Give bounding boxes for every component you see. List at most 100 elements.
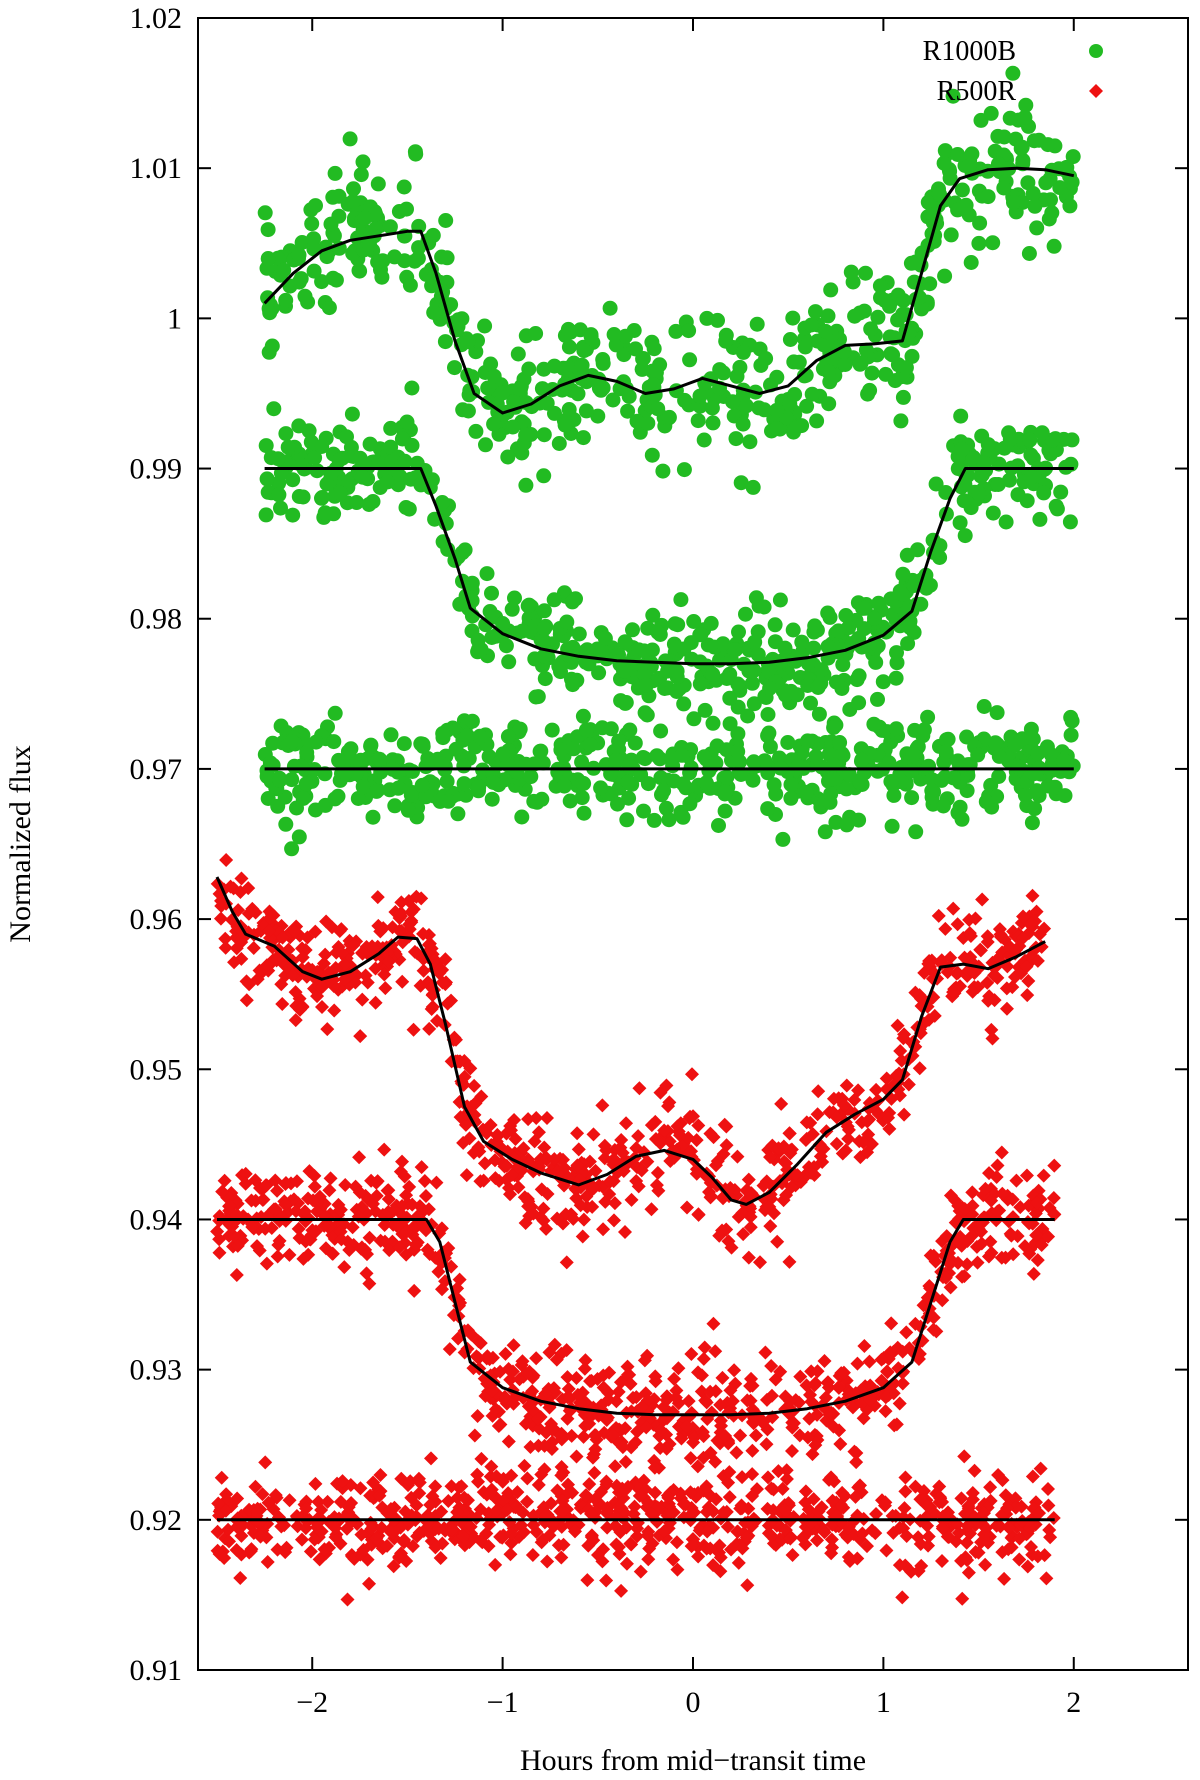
- data-point: [258, 438, 274, 454]
- data-point: [514, 623, 530, 639]
- data-points-layer: [210, 65, 1081, 1607]
- data-point: [509, 764, 525, 780]
- data-point: [910, 542, 926, 558]
- data-point: [777, 640, 793, 656]
- data-point: [398, 500, 414, 515]
- data-point: [691, 1118, 706, 1133]
- data-point: [291, 247, 307, 263]
- data-point: [839, 1078, 854, 1093]
- data-point: [417, 1174, 432, 1189]
- data-point: [868, 1526, 883, 1541]
- data-point: [597, 1151, 612, 1166]
- data-point: [922, 276, 938, 292]
- data-point: [850, 1356, 865, 1371]
- data-point: [681, 1130, 696, 1145]
- data-point: [428, 1540, 443, 1555]
- data-point: [858, 342, 874, 358]
- data-point: [338, 1177, 353, 1192]
- data-point: [976, 699, 992, 714]
- data-point: [503, 1187, 518, 1202]
- data-point: [478, 617, 494, 633]
- data-point: [624, 1192, 639, 1207]
- data-point: [661, 812, 677, 828]
- data-point: [960, 1518, 975, 1533]
- data-point: [285, 472, 301, 488]
- data-point: [885, 347, 901, 363]
- data-point: [317, 1218, 332, 1233]
- data-point: [486, 416, 502, 432]
- data-point: [595, 1098, 610, 1113]
- data-point: [862, 1095, 877, 1110]
- data-point: [353, 1481, 368, 1496]
- data-point: [1022, 432, 1038, 448]
- data-point: [728, 431, 744, 447]
- data-point: [935, 1495, 950, 1510]
- data-point: [547, 1337, 562, 1352]
- data-point: [805, 1127, 820, 1142]
- data-point: [722, 716, 738, 732]
- data-point: [991, 769, 1007, 784]
- data-point: [787, 387, 803, 402]
- data-point: [834, 681, 850, 696]
- data-point: [518, 477, 534, 493]
- data-point: [682, 796, 698, 812]
- data-point: [607, 1213, 622, 1228]
- x-tick-label: 2: [1066, 1686, 1081, 1719]
- data-point: [512, 382, 528, 397]
- x-tick-label: 0: [686, 1686, 701, 1719]
- data-point: [477, 1156, 492, 1171]
- data-point: [718, 333, 734, 349]
- data-point: [609, 1537, 624, 1552]
- data-point: [314, 490, 330, 505]
- data-point: [357, 210, 373, 226]
- data-point: [886, 1344, 901, 1359]
- data-point: [354, 1527, 369, 1542]
- data-point: [284, 841, 300, 857]
- data-point: [735, 1470, 750, 1485]
- data-point: [980, 929, 995, 944]
- data-point: [862, 382, 878, 398]
- data-point: [278, 426, 294, 442]
- data-point: [841, 767, 857, 783]
- data-point: [851, 695, 867, 711]
- data-point: [569, 1370, 584, 1385]
- data-point: [326, 734, 342, 750]
- data-point: [341, 475, 356, 491]
- data-point: [971, 486, 987, 501]
- data-point: [337, 972, 352, 987]
- data-point: [960, 1553, 975, 1568]
- data-point: [758, 351, 774, 366]
- data-point: [508, 1131, 523, 1146]
- data-point: [935, 798, 951, 814]
- data-point: [820, 308, 836, 324]
- data-point: [1029, 783, 1045, 799]
- data-point: [550, 1211, 565, 1226]
- data-point: [383, 727, 399, 743]
- data-point: [445, 1522, 460, 1537]
- data-point: [953, 408, 969, 424]
- data-point: [751, 400, 767, 416]
- data-point: [507, 1112, 522, 1127]
- data-point: [580, 1573, 595, 1588]
- data-point: [1057, 788, 1073, 804]
- data-point: [258, 1178, 273, 1193]
- data-point: [782, 332, 798, 347]
- data-point: [606, 327, 622, 342]
- data-point: [298, 1521, 313, 1536]
- data-point: [684, 1539, 699, 1554]
- data-point: [479, 566, 495, 582]
- data-point: [315, 979, 330, 994]
- data-point: [1027, 198, 1043, 214]
- data-point: [807, 1378, 822, 1393]
- data-point: [1002, 472, 1017, 488]
- data-point: [996, 129, 1012, 145]
- data-point: [1046, 238, 1062, 254]
- y-tick-label: 1.02: [130, 2, 183, 35]
- data-point: [635, 1399, 650, 1414]
- data-point: [920, 709, 936, 725]
- data-point: [328, 1530, 343, 1545]
- data-point: [370, 176, 386, 192]
- data-point: [530, 1412, 545, 1427]
- data-point: [727, 642, 742, 658]
- data-point: [644, 1118, 659, 1133]
